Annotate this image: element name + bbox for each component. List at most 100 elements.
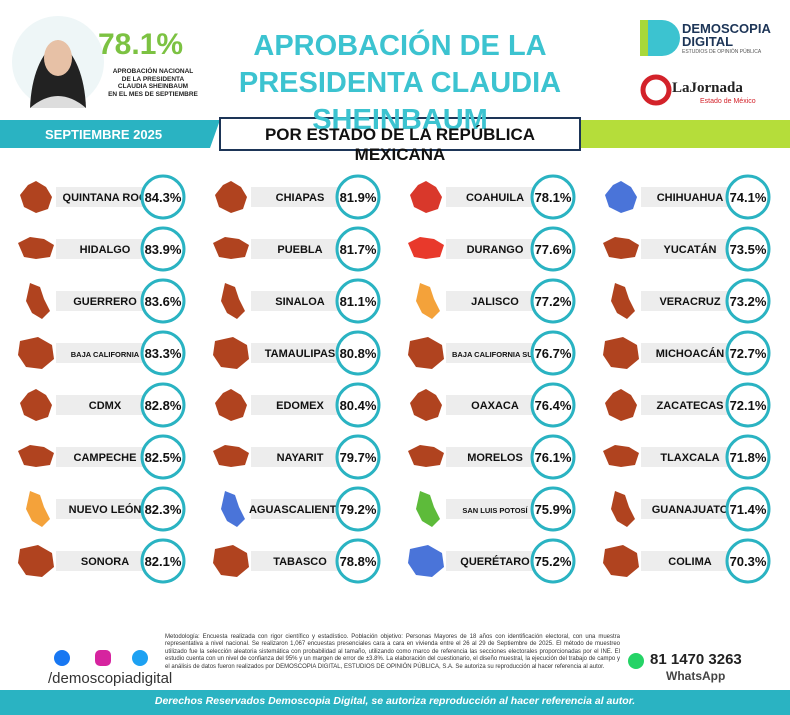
title-line: APROBACIÓN DE LA bbox=[253, 30, 547, 62]
state-name: GUERRERO bbox=[73, 296, 137, 308]
state-name: ZACATECAS bbox=[656, 400, 723, 412]
caption-line: EN EL MES DE SEPTIEMBRE bbox=[108, 90, 198, 98]
state-value: 74.1% bbox=[730, 190, 767, 205]
value-ring bbox=[725, 174, 771, 220]
state-value: 75.9% bbox=[535, 502, 572, 517]
state-shape bbox=[213, 445, 249, 467]
portrait-face bbox=[44, 40, 72, 76]
state-value: 81.1% bbox=[340, 294, 377, 309]
value-ring bbox=[530, 226, 576, 272]
value-ring bbox=[725, 382, 771, 428]
state-shape bbox=[215, 389, 247, 421]
social-handle: /demoscopiadigital bbox=[48, 670, 173, 687]
state-label-bg bbox=[251, 395, 353, 415]
value-ring bbox=[140, 382, 186, 428]
national-caption: APROBACIÓN NACIONAL DE LA PRESIDENTA CLA… bbox=[98, 68, 208, 98]
value-ring bbox=[140, 174, 186, 220]
value-ring bbox=[335, 174, 381, 220]
state-shape bbox=[611, 283, 635, 319]
state-name: QUINTANA ROO bbox=[63, 192, 148, 204]
caption-line: APROBACIÓN NACIONAL bbox=[112, 68, 194, 75]
state-name: CDMX bbox=[89, 400, 122, 412]
state-shape bbox=[221, 491, 245, 527]
state-label-bg bbox=[56, 447, 158, 467]
state-label-bg bbox=[446, 499, 548, 519]
state-shape bbox=[410, 389, 442, 421]
state-shape bbox=[215, 181, 247, 213]
state-label-bg bbox=[446, 447, 548, 467]
state-value: 81.7% bbox=[340, 242, 377, 257]
title: APROBACIÓN DE LA PRESIDENTA CLAUDIA SHEI… bbox=[190, 28, 610, 139]
state-label-bg bbox=[56, 395, 158, 415]
state-value: 72.7% bbox=[730, 346, 767, 361]
state-value: 83.3% bbox=[145, 346, 182, 361]
value-ring bbox=[140, 486, 186, 532]
value-ring bbox=[530, 434, 576, 480]
state-name: MORELOS bbox=[467, 452, 523, 464]
state-name: BAJA CALIFORNIA SUR bbox=[452, 350, 539, 359]
brand-logo-bar bbox=[640, 20, 648, 56]
state-value: 83.6% bbox=[145, 294, 182, 309]
state-label-bg bbox=[641, 551, 743, 571]
state-shape bbox=[18, 337, 54, 369]
value-ring bbox=[725, 278, 771, 324]
state-shape bbox=[408, 237, 444, 259]
facebook-icon bbox=[54, 650, 70, 666]
value-ring bbox=[335, 538, 381, 584]
state-value: 80.4% bbox=[340, 398, 377, 413]
value-ring bbox=[335, 330, 381, 376]
state-shape bbox=[410, 181, 442, 213]
state-shape bbox=[605, 389, 637, 421]
state-name: COLIMA bbox=[668, 556, 711, 568]
state-value: 76.7% bbox=[535, 346, 572, 361]
band-subtitle: POR ESTADO DE LA REPÚBLICA MEXICANA bbox=[264, 125, 536, 164]
state-label-bg bbox=[641, 239, 743, 259]
state-value: 83.9% bbox=[145, 242, 182, 257]
state-name: SAN LUIS POTOSÍ bbox=[462, 506, 528, 515]
state-label-bg bbox=[446, 551, 548, 571]
state-value: 79.2% bbox=[340, 502, 377, 517]
state-value: 72.1% bbox=[730, 398, 767, 413]
state-label-bg bbox=[446, 343, 548, 363]
state-value: 80.8% bbox=[340, 346, 377, 361]
whatsapp-label: WhatsApp bbox=[666, 669, 726, 683]
state-name: JALISCO bbox=[471, 296, 519, 308]
state-name: GUANAJUATO bbox=[652, 504, 729, 516]
state-name: HIDALGO bbox=[80, 244, 131, 256]
state-label-bg bbox=[641, 395, 743, 415]
state-shape bbox=[408, 337, 444, 369]
value-ring bbox=[140, 226, 186, 272]
state-label-bg bbox=[641, 187, 743, 207]
value-ring bbox=[530, 174, 576, 220]
state-label-bg bbox=[251, 291, 353, 311]
state-name: VERACRUZ bbox=[659, 296, 720, 308]
state-shape bbox=[213, 545, 249, 577]
state-label-bg bbox=[56, 343, 158, 363]
state-shape bbox=[416, 491, 440, 527]
state-name: QUERÉTARO bbox=[460, 555, 530, 568]
state-label-bg bbox=[56, 551, 158, 571]
band-center bbox=[219, 117, 581, 151]
state-label-bg bbox=[56, 187, 158, 207]
phone: 81 1470 3263 bbox=[650, 651, 742, 668]
state-value: 77.2% bbox=[535, 294, 572, 309]
value-ring bbox=[335, 486, 381, 532]
state-value: 78.8% bbox=[340, 554, 377, 569]
state-value: 82.5% bbox=[145, 450, 182, 465]
state-shape bbox=[408, 545, 444, 577]
state-value: 77.6% bbox=[535, 242, 572, 257]
band-right bbox=[570, 120, 790, 148]
value-ring bbox=[725, 434, 771, 480]
state-name: OAXACA bbox=[471, 400, 519, 412]
state-value: 70.3% bbox=[730, 554, 767, 569]
state-shape bbox=[611, 491, 635, 527]
state-name: CHIHUAHUA bbox=[657, 192, 724, 204]
caption-line: DE LA PRESIDENTA bbox=[121, 75, 185, 83]
instagram-icon bbox=[95, 650, 111, 666]
value-ring bbox=[530, 278, 576, 324]
state-shape bbox=[18, 545, 54, 577]
state-shape bbox=[213, 337, 249, 369]
state-shape bbox=[221, 283, 245, 319]
